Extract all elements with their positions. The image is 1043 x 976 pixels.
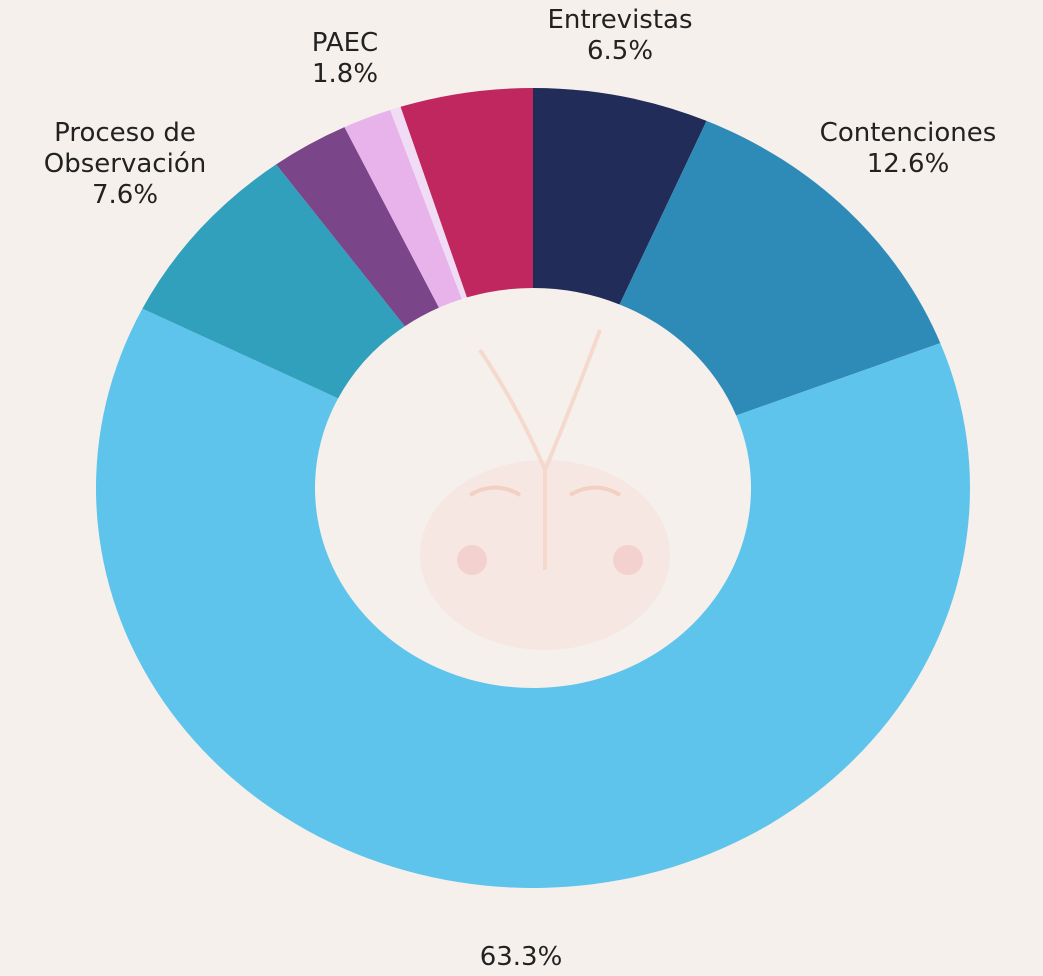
value-label: 12.6%: [778, 149, 1038, 180]
value-label: 7.6%: [15, 180, 235, 211]
category-label: Proceso de Observación: [15, 118, 235, 180]
value-label: 63.3%: [441, 942, 601, 973]
cheek: [457, 545, 487, 575]
page: Entrevistas6.5% Contenciones12.6% 63.3% Pro…: [0, 0, 1043, 976]
value-label: 1.8%: [285, 59, 405, 90]
category-label: PAEC: [285, 28, 405, 59]
center-decoration: [420, 330, 670, 650]
value-label: 6.5%: [510, 36, 730, 67]
category-label: Entrevistas: [510, 5, 730, 36]
slice-label: 63.3%: [441, 942, 601, 973]
category-label: Contenciones: [778, 118, 1038, 149]
cheek: [613, 545, 643, 575]
